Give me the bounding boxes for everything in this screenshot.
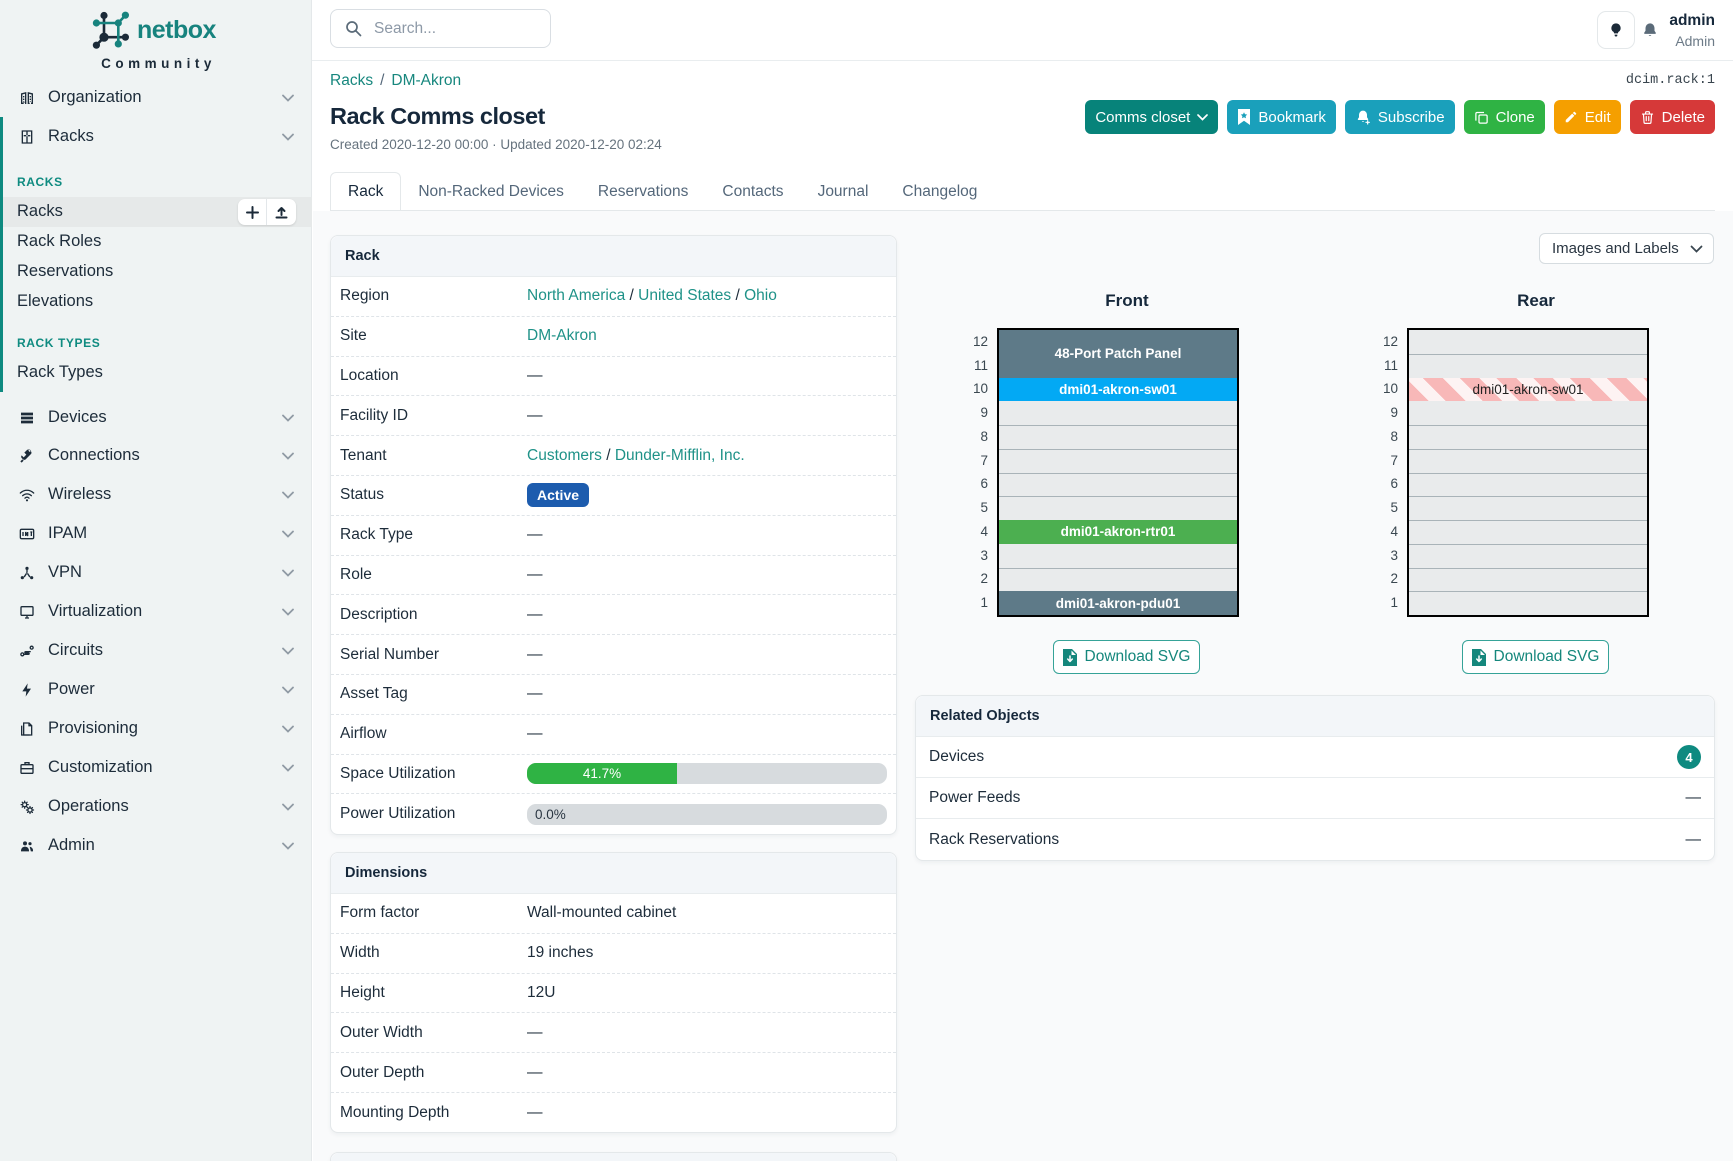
svg-text:netbox: netbox bbox=[137, 16, 217, 44]
